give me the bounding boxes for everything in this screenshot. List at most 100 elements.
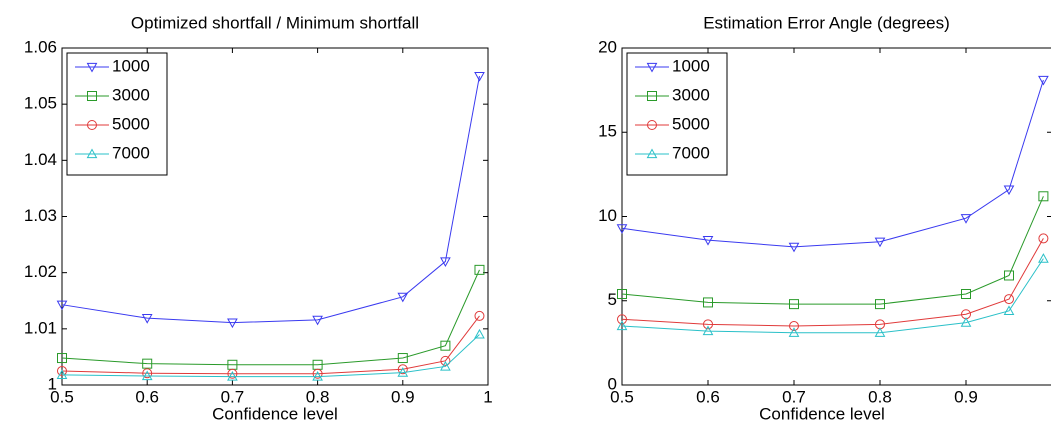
marker	[312, 368, 323, 379]
x-tick-label: 0.9	[391, 387, 415, 406]
marker	[1038, 253, 1049, 263]
chart-title: Optimized shortfall / Minimum shortfall	[131, 13, 419, 32]
marker	[961, 289, 971, 300]
marker	[1004, 270, 1014, 281]
marker	[874, 237, 886, 248]
marker	[474, 71, 485, 82]
marker	[1003, 305, 1015, 315]
marker	[1003, 185, 1015, 196]
marker	[142, 368, 153, 379]
series-line	[61, 315, 480, 375]
x-tick-label: 0.6	[696, 387, 720, 406]
series-line	[621, 238, 1044, 327]
marker	[56, 369, 68, 379]
marker	[646, 148, 658, 159]
marker	[57, 353, 67, 364]
series-line	[621, 79, 1044, 248]
y-tick-label: 1.05	[24, 94, 57, 113]
marker	[1038, 75, 1049, 86]
x-tick-label: 0.5	[610, 387, 634, 406]
y-tick-label: 1.04	[24, 150, 57, 169]
marker	[57, 365, 67, 376]
y-tick-label: 10	[598, 206, 617, 225]
marker	[647, 91, 657, 101]
marker	[1038, 233, 1049, 244]
y-tick-label: 1.06	[24, 37, 57, 56]
series-line	[61, 75, 480, 324]
marker	[702, 325, 714, 336]
y-tick-label: 1.02	[24, 262, 57, 281]
marker	[440, 360, 451, 371]
legend-label: 7000	[672, 143, 710, 162]
marker	[227, 368, 238, 379]
x-tick-label: 0.8	[306, 387, 330, 406]
marker	[647, 120, 657, 130]
marker	[227, 318, 238, 329]
legend-label: 7000	[112, 143, 150, 162]
marker	[960, 317, 972, 327]
marker	[788, 327, 800, 337]
marker	[312, 315, 323, 326]
marker	[86, 62, 98, 73]
marker	[87, 120, 97, 130]
x-axis-label: Confidence level	[212, 404, 338, 423]
marker	[703, 297, 713, 308]
marker	[440, 355, 451, 366]
marker	[789, 299, 799, 310]
x-tick-label: 0.6	[135, 387, 159, 406]
marker	[788, 242, 800, 253]
y-tick-label: 1.03	[24, 206, 57, 225]
marker	[86, 148, 98, 159]
marker	[702, 235, 714, 246]
marker	[474, 264, 485, 275]
marker	[474, 328, 485, 339]
marker	[474, 310, 485, 321]
x-tick-label: 0.7	[782, 387, 806, 406]
series-line	[621, 196, 1044, 305]
legend-label: 3000	[672, 85, 710, 104]
marker	[616, 224, 628, 234]
marker	[87, 91, 97, 101]
marker	[397, 353, 408, 364]
marker	[875, 299, 885, 310]
y-tick-label: 15	[598, 122, 617, 141]
marker	[617, 314, 627, 325]
x-tick-label: 0.5	[50, 387, 74, 406]
marker	[440, 257, 451, 267]
x-axis-label: Confidence level	[759, 404, 885, 423]
marker	[142, 358, 153, 369]
marker	[141, 314, 153, 324]
marker	[703, 319, 713, 330]
legend-label: 3000	[112, 85, 150, 104]
marker	[874, 327, 886, 337]
x-tick-label: 0.8	[868, 387, 892, 406]
legend-label: 1000	[672, 56, 710, 75]
y-tick-label: 0	[608, 374, 617, 393]
legend-box	[626, 52, 728, 176]
x-tick-label: 0.7	[221, 387, 245, 406]
marker	[227, 371, 238, 381]
y-tick-label: 1	[48, 374, 57, 393]
y-tick-label: 1.01	[24, 318, 57, 337]
legend-box	[66, 52, 168, 176]
legend-label: 5000	[112, 114, 150, 133]
series-line	[61, 269, 480, 366]
marker	[1038, 191, 1049, 202]
marker	[56, 300, 68, 311]
marker	[646, 62, 658, 73]
marker	[440, 340, 451, 351]
marker	[397, 292, 409, 303]
legend-label: 1000	[112, 56, 150, 75]
marker	[617, 289, 627, 300]
marker	[397, 364, 408, 375]
marker	[789, 321, 799, 332]
marker	[960, 214, 972, 224]
marker	[312, 371, 323, 381]
series-line	[61, 334, 480, 378]
y-tick-label: 20	[598, 37, 617, 56]
marker	[397, 367, 409, 377]
x-tick-label: 0.9	[954, 387, 978, 406]
x-tick-label: 1	[483, 387, 492, 406]
